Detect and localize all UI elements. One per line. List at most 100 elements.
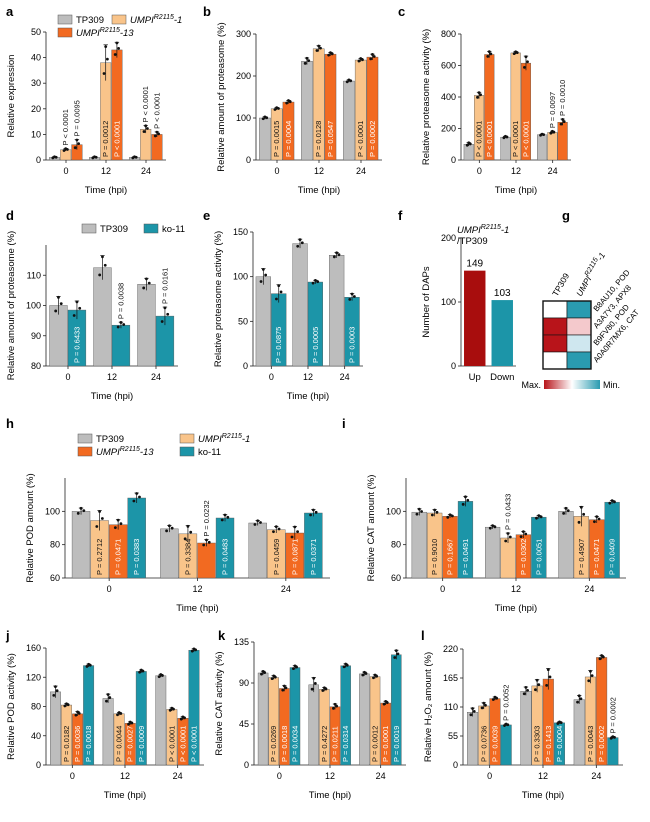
panel-f-letter: f [398,208,403,223]
x-tick-label: 0 [277,771,282,781]
y-tick-label: 80 [31,702,41,712]
x-tick-label: 12 [192,584,202,594]
data-point [183,716,186,720]
p-value-label: P = 0.0010 [558,80,567,116]
data-point [562,120,566,123]
data-point [546,668,550,671]
y-axis: 0 100 200 [441,233,462,371]
legend-label: UMPIR2115-13 [96,446,154,458]
data-point [293,525,297,529]
panel-c: c 0 200 400 600 800 Relative proteasome activi… [398,4,571,196]
data-point [524,55,528,59]
data-point [76,511,80,515]
x-tick-label: 24 [340,372,350,382]
data-point [265,116,269,120]
p-value-label: P = 0.0034 [290,726,299,762]
data-point [127,722,130,726]
legend-label: TP309 [100,224,128,235]
legend-swatch [143,223,159,234]
y-tick-label: 100 [233,272,248,282]
y-tick-label: 80 [50,540,60,550]
x-tick-label: 12 [101,166,111,176]
x-tick-label: 0 [107,584,112,594]
data-point [52,693,56,697]
panel-h-letter: h [6,416,14,431]
x-tick-label: 24 [376,771,386,781]
data-point [277,107,280,110]
data-point [296,530,299,534]
data-point [113,526,117,530]
data-point [103,263,107,267]
data-point [66,703,70,707]
bar [343,80,355,161]
bar [500,537,516,579]
bar [111,324,131,367]
y-axis-label: Relative amount of proteasome (%) [216,22,227,171]
p-value-label: P = 0.0038 [116,283,125,319]
data-point [55,689,59,693]
p-value-label: P < 0.0001 [475,121,484,157]
heatmap-cell [542,300,568,319]
data-point [122,323,126,326]
data-point [309,513,312,517]
data-point [161,674,164,677]
y-tick-label: 55 [448,731,458,741]
data-point [523,65,526,69]
data-point [342,665,346,669]
y-tick-label: 160 [26,643,41,653]
p-value-label: P < 0.0001 [167,726,176,762]
data-point [313,681,317,685]
data-point [63,704,67,708]
data-point [305,56,309,60]
data-point [307,59,311,63]
data-point [170,526,174,530]
data-point [479,93,482,97]
heatmap-cell [566,317,592,336]
p-value-label: P = 0.0018 [84,726,93,762]
data-point [314,510,318,514]
scale-min-label: Min. [603,380,620,390]
data-point [85,665,89,668]
data-point [506,723,510,727]
p-value-label: P = 0.0211 [331,726,340,762]
x-tick-label: 12 [107,372,117,382]
bar [292,243,308,367]
data-point [272,530,275,534]
x-tick-label: 24 [548,166,558,176]
y-tick-label: 60 [50,573,60,583]
data-point [589,669,592,673]
p-value-label: P = 0.9010 [430,539,439,575]
y-axis: 0 40 80 120 160 [26,643,47,770]
data-point [561,117,565,121]
x-tick-label: 24 [151,372,161,382]
data-point [601,655,605,659]
data-point [482,701,486,705]
data-point [311,281,315,285]
y-axis: 60 80 100 [386,478,407,583]
data-point [202,543,206,547]
data-point [393,656,397,659]
y-tick-label: 0 [246,155,251,165]
p-value-label: P = 0.0009 [137,726,146,762]
bar [308,684,319,766]
data-point [491,524,494,528]
bar [160,528,179,579]
data-point [537,514,541,518]
data-point [281,688,285,692]
data-point [430,513,434,517]
data-point [100,517,104,520]
data-point [116,713,119,717]
data-point [345,663,349,667]
x-tick-label: 24 [173,771,183,781]
bar [50,691,61,766]
data-point [562,511,566,515]
data-point [284,686,288,690]
p-value-label: P = 0.0736 [479,726,488,762]
data-point [253,523,257,526]
bar-value-label: 149 [466,259,483,270]
x-axis-label: Time (hpi) [287,391,329,402]
x-tick-label: 0 [274,166,279,176]
y-tick-label: 80 [391,540,401,550]
heatmap-border [542,300,592,370]
heatmap-cell [566,300,592,319]
